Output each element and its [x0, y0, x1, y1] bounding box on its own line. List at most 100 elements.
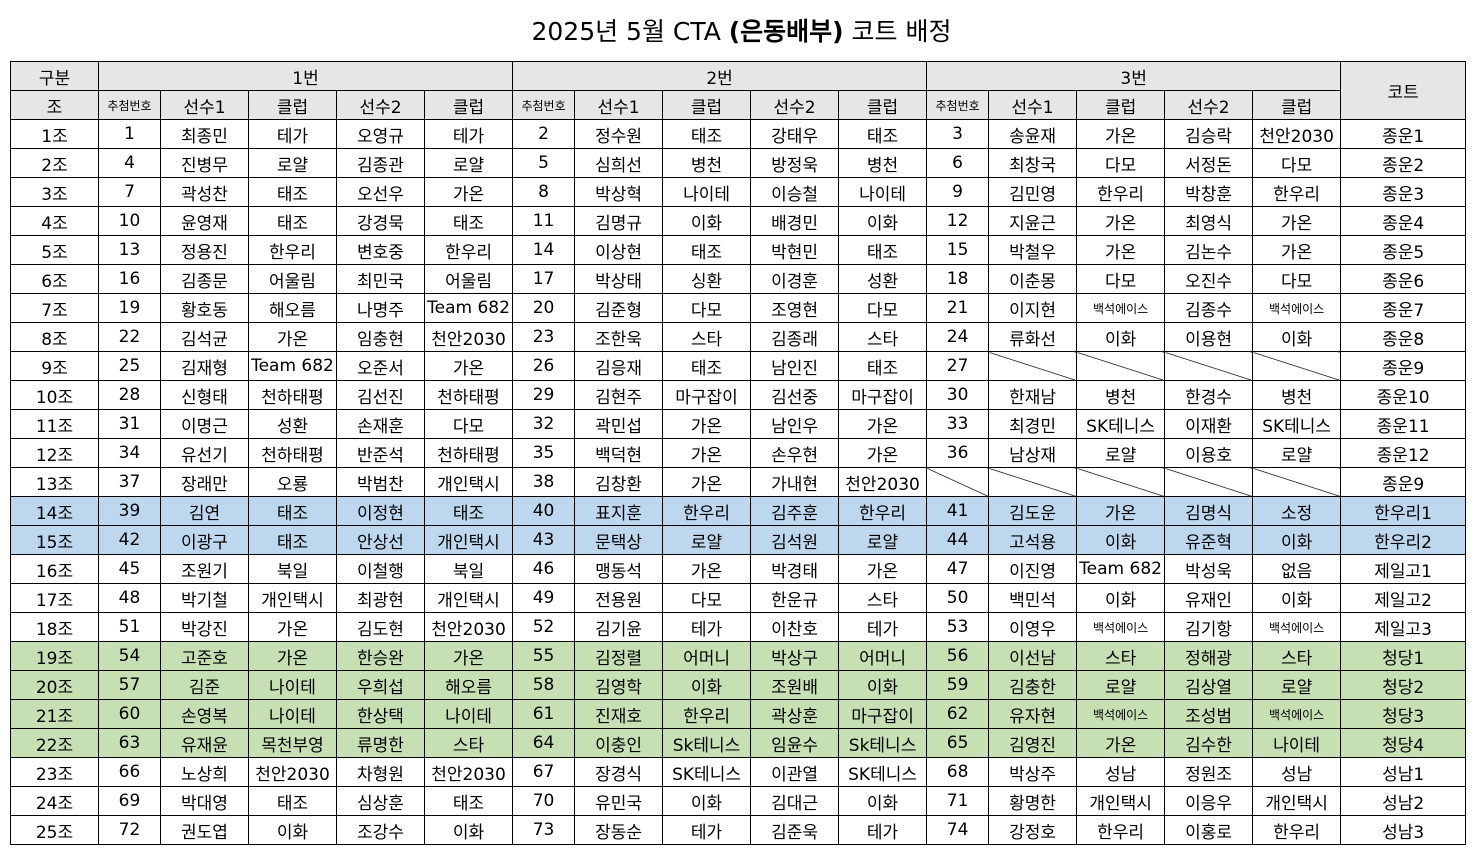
cell: 진병무: [160, 148, 249, 178]
cell: 이광구: [160, 525, 249, 555]
cell: 21조: [10, 699, 99, 729]
cell: 황명한: [988, 786, 1078, 816]
cell: 65: [926, 728, 990, 758]
cell: 태조: [248, 786, 337, 816]
cell: 태조: [838, 119, 928, 149]
cell: 병천: [1252, 380, 1342, 410]
cell: 가온: [1076, 235, 1166, 265]
cell: 54: [98, 641, 161, 671]
cell: 태조: [423, 496, 514, 526]
cell: 개인택시: [423, 525, 514, 555]
cell: 김석균: [160, 322, 249, 352]
cell: 테가: [423, 119, 514, 149]
cell: 52: [512, 612, 576, 642]
cell: 박상구: [750, 641, 840, 671]
cell: 한우리: [838, 496, 928, 526]
column-header: 클럽: [1252, 90, 1342, 120]
cell: 18조: [10, 612, 99, 642]
cell: Team 682: [423, 293, 514, 323]
cell: 나이테: [248, 670, 337, 700]
cell: 이진영: [988, 554, 1078, 584]
cell: 58: [512, 670, 576, 700]
table-row: 19조 54 고준호 가온 한승완 가온 55 김정렬 어머니 박상구 어머니 56 이선남 스타 정해광 스…: [10, 641, 1467, 671]
cell: 4: [98, 148, 161, 178]
cell: 박성욱: [1164, 554, 1254, 584]
cell: 태조: [248, 525, 337, 555]
cell: 이충인: [574, 728, 664, 758]
cell: 백석에이스: [1076, 612, 1166, 642]
table-row: 23조 66 노상희 천안2030 차형원 천안2030 67 장경식 SK테니스 이관열 SK테니…: [10, 757, 1467, 787]
cell: 가온: [662, 409, 752, 439]
cell: 이홍로: [1164, 815, 1254, 845]
cell: 68: [926, 757, 990, 787]
cell: 이화: [1252, 525, 1342, 555]
cell: 한재남: [988, 380, 1078, 410]
cell: 20: [512, 293, 576, 323]
column-header: 선수1: [160, 90, 249, 120]
table-row: 18조 51 박강진 가온 김도현 천안2030 52 김기윤 테가 이찬호 테가 53 이영우 백석에이…: [10, 612, 1467, 642]
cell: 병천: [662, 148, 752, 178]
cell: 태조: [423, 786, 514, 816]
cell: 41: [926, 496, 990, 526]
cell: 다모: [662, 293, 752, 323]
cell: 김도운: [988, 496, 1078, 526]
cell: 유준혁: [1164, 525, 1254, 555]
cell: 표지훈: [574, 496, 664, 526]
cell: 다모: [838, 293, 928, 323]
cell: 이화: [1076, 525, 1166, 555]
cell: 심상훈: [336, 786, 425, 816]
cell: 59: [926, 670, 990, 700]
cell: 소정: [1252, 496, 1342, 526]
table-row: 21조 60 손영복 나이테 한상택 나이테 61 진재호 한우리 곽상훈 마구잡이 62 유자현 백석에…: [10, 699, 1467, 729]
cell: 노상희: [160, 757, 249, 787]
cell: 김응재: [574, 351, 664, 381]
cell: 태조: [248, 177, 337, 207]
cell: 71: [926, 786, 990, 816]
cell: 55: [512, 641, 576, 671]
empty-cell: [926, 467, 990, 497]
cell: 74: [926, 815, 990, 845]
cell: 4조: [10, 206, 99, 236]
cell: 지윤근: [988, 206, 1078, 236]
cell: 72: [98, 815, 161, 845]
empty-cell: [1164, 351, 1254, 381]
cell: 임충현: [336, 322, 425, 352]
cell: 16: [98, 264, 161, 294]
cell: 김충한: [988, 670, 1078, 700]
cell: 가온: [1076, 728, 1166, 758]
cell: 5: [512, 148, 576, 178]
column-header: 클럽: [838, 90, 928, 120]
cell: 조원배: [750, 670, 840, 700]
cell: 이화: [838, 206, 928, 236]
cell: 13: [98, 235, 161, 265]
cell: 성환: [248, 409, 337, 439]
cell: 마구잡이: [662, 380, 752, 410]
cell: 18: [926, 264, 990, 294]
cell: 이상현: [574, 235, 664, 265]
table-body: 1조 1 최종민 테가 오영규 테가 2 정수원 태조 강태우 태조 3 송윤재 가온 김승락 천안2030 종…: [10, 119, 1467, 845]
cell: Team 682: [1076, 554, 1166, 584]
cell: 윤영재: [160, 206, 249, 236]
cell: 오준서: [336, 351, 425, 381]
cell: 다모: [423, 409, 514, 439]
column-header: 클럽: [662, 90, 752, 120]
empty-cell: [1164, 467, 1254, 497]
cell: 33: [926, 409, 990, 439]
cell: 없음: [1252, 554, 1342, 584]
column-header: 선수2: [336, 90, 425, 120]
cell: 로얄: [1252, 670, 1342, 700]
cell: 이철행: [336, 554, 425, 584]
cell: 가온: [248, 612, 337, 642]
empty-cell: [988, 351, 1078, 381]
cell: 63: [98, 728, 161, 758]
cell: 6조: [10, 264, 99, 294]
cell: 62: [926, 699, 990, 729]
cell: 천하태평: [423, 380, 514, 410]
cell: 테가: [662, 612, 752, 642]
cell: 강태우: [750, 119, 840, 149]
cell: 백석에이스: [1076, 699, 1166, 729]
cell: 7: [98, 177, 161, 207]
cell: 42: [98, 525, 161, 555]
cell: 종운4: [1340, 206, 1467, 236]
cell: 천하태평: [248, 380, 337, 410]
